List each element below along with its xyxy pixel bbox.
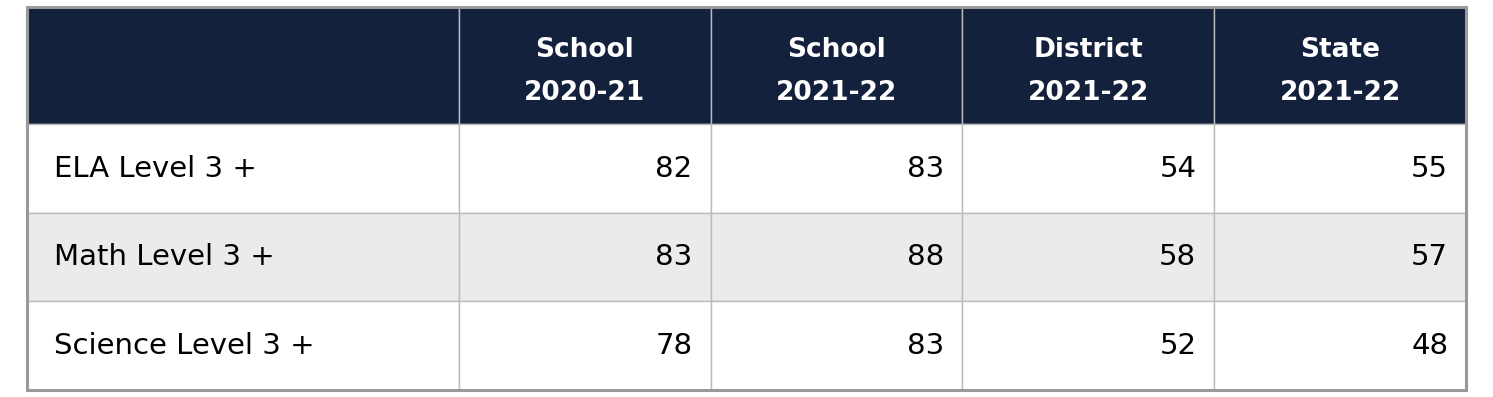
Text: State: State xyxy=(1300,37,1380,64)
Bar xyxy=(963,124,1214,213)
Bar xyxy=(27,124,458,213)
Text: 57: 57 xyxy=(1411,243,1448,271)
Text: 78: 78 xyxy=(655,331,693,360)
Bar xyxy=(963,7,1214,124)
Bar xyxy=(458,124,711,213)
Text: 52: 52 xyxy=(1160,331,1196,360)
Bar xyxy=(711,7,963,124)
Bar xyxy=(711,213,963,301)
Text: 2020-21: 2020-21 xyxy=(524,80,645,106)
Bar xyxy=(27,213,458,301)
Text: District: District xyxy=(1033,37,1144,64)
Bar xyxy=(711,124,963,213)
Text: Math Level 3 +: Math Level 3 + xyxy=(54,243,275,271)
Bar xyxy=(963,213,1214,301)
Bar xyxy=(1214,7,1466,124)
Text: 2021-22: 2021-22 xyxy=(1027,80,1150,106)
Text: 55: 55 xyxy=(1411,154,1448,183)
Text: ELA Level 3 +: ELA Level 3 + xyxy=(54,154,257,183)
Text: School: School xyxy=(534,37,635,64)
Text: 54: 54 xyxy=(1160,154,1196,183)
Text: 88: 88 xyxy=(908,243,945,271)
Bar xyxy=(711,301,963,390)
Bar xyxy=(458,301,711,390)
Text: 48: 48 xyxy=(1411,331,1448,360)
Text: 2021-22: 2021-22 xyxy=(1280,80,1400,106)
Bar xyxy=(27,7,458,124)
Bar xyxy=(1214,301,1466,390)
Bar xyxy=(1214,213,1466,301)
Text: 83: 83 xyxy=(908,331,945,360)
Text: 83: 83 xyxy=(655,243,693,271)
Text: 83: 83 xyxy=(908,154,945,183)
Text: 82: 82 xyxy=(655,154,693,183)
Bar xyxy=(1214,124,1466,213)
Bar xyxy=(458,7,711,124)
Text: 2021-22: 2021-22 xyxy=(776,80,897,106)
Bar xyxy=(27,301,458,390)
Bar xyxy=(963,301,1214,390)
Text: 58: 58 xyxy=(1159,243,1196,271)
Text: Science Level 3 +: Science Level 3 + xyxy=(54,331,315,360)
Text: School: School xyxy=(787,37,885,64)
Bar xyxy=(458,213,711,301)
